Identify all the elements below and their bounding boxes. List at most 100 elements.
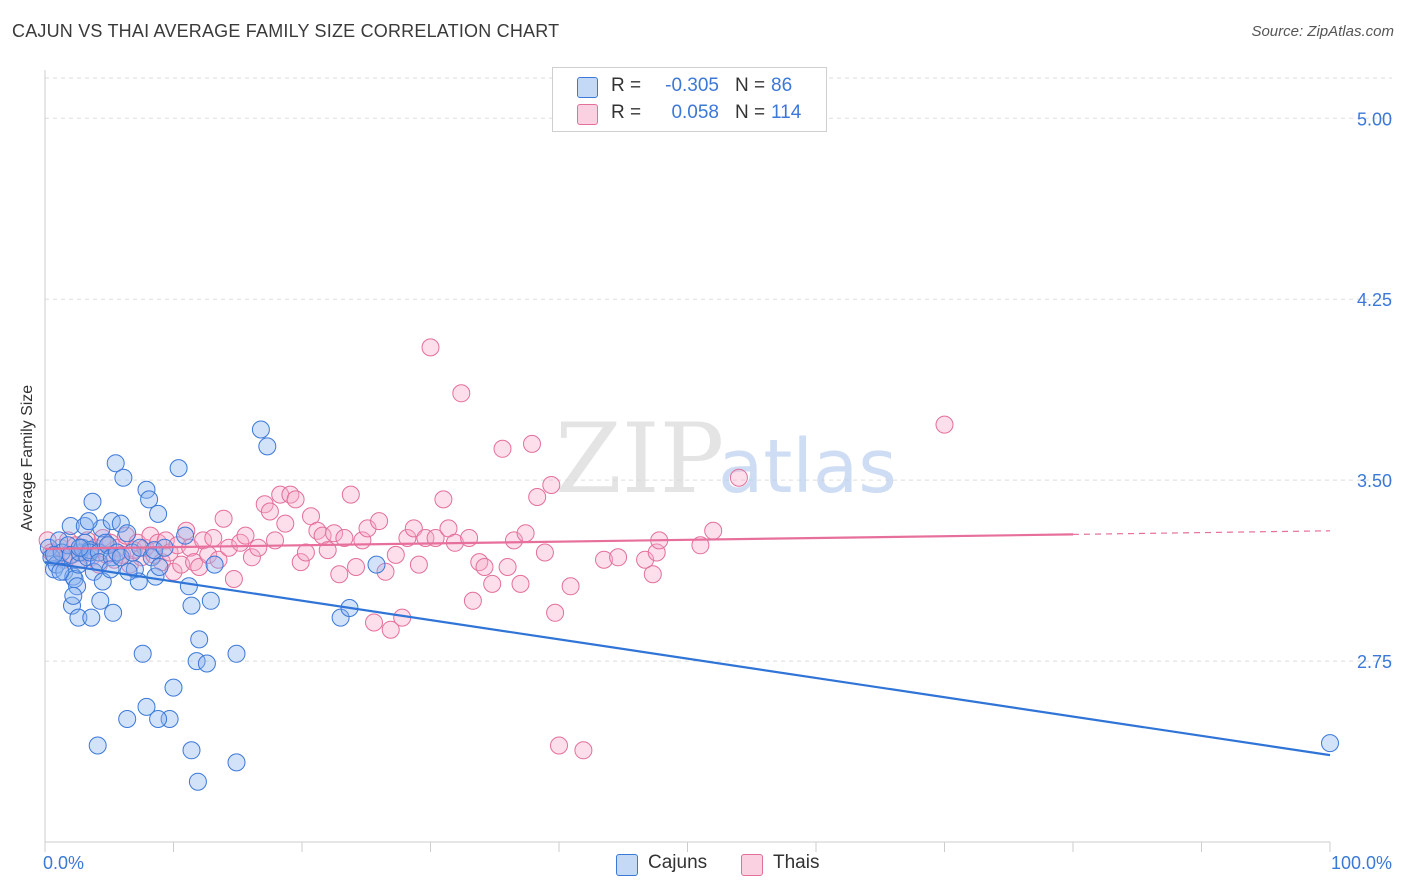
thai-point <box>691 536 710 555</box>
cajun-point <box>227 753 246 772</box>
stats-swatch-cajuns <box>577 77 598 98</box>
thai-point <box>185 553 204 572</box>
cajun-point <box>83 492 102 511</box>
tick-labels: 2.75 3.50 4.25 5.00 0.0% 100.0% <box>43 109 1392 873</box>
cajun-point <box>51 562 70 581</box>
cajun-point <box>182 741 201 760</box>
thai-point <box>204 529 223 547</box>
cajun-point <box>197 654 216 673</box>
cajun-point <box>179 577 198 596</box>
thai-point <box>470 553 489 572</box>
cajun-point <box>88 736 107 755</box>
thai-point <box>404 519 423 538</box>
y-tick-label: 2.75 <box>1357 652 1392 672</box>
cajun-point <box>133 644 152 663</box>
thai-point <box>498 558 517 576</box>
y-tick-label: 3.50 <box>1357 471 1392 491</box>
trend-line-cajuns <box>44 561 1331 757</box>
thai-point <box>595 550 613 569</box>
thai-point <box>475 558 494 576</box>
thai-point <box>281 485 300 504</box>
y-tick-label: 4.25 <box>1357 290 1392 310</box>
watermark: ZIP atlas <box>555 403 897 515</box>
thai-point <box>296 543 315 562</box>
chart-title: CAJUN VS THAI AVERAGE FAMILY SIZE CORREL… <box>12 21 560 41</box>
thai-point <box>341 485 360 504</box>
n-value: 86 <box>771 75 793 96</box>
cajun-point <box>188 772 207 791</box>
cajun-point <box>176 526 195 545</box>
cajun-point <box>118 710 137 728</box>
stats-swatch-thais <box>577 104 598 125</box>
thai-point <box>335 529 354 547</box>
thai-point <box>636 550 655 569</box>
legend-label-thais: Thais <box>773 852 820 873</box>
thai-point <box>164 562 183 581</box>
cajun-point <box>149 504 168 523</box>
n-label: N = <box>735 75 766 96</box>
cajun-point <box>251 420 270 439</box>
trend-line-thais <box>44 533 1074 550</box>
thai-point <box>347 558 365 576</box>
thai-point <box>370 512 389 531</box>
cajun-point <box>1321 734 1339 753</box>
thai-point <box>156 531 175 550</box>
watermark-atlas: atlas <box>718 424 897 510</box>
x-tick-label-max: 100.0% <box>1331 853 1392 873</box>
source-credit: Source: ZipAtlas.com <box>1251 23 1394 40</box>
thai-point <box>249 538 268 557</box>
thai-point <box>935 415 954 434</box>
thai-point <box>242 548 261 567</box>
cajun-point <box>104 603 123 622</box>
thai-point <box>286 490 305 509</box>
n-label: N = <box>735 102 766 123</box>
thai-point <box>609 548 628 567</box>
cajun-point <box>150 558 169 576</box>
thai-point <box>291 553 310 572</box>
thai-point <box>463 591 482 610</box>
thai-point <box>330 565 349 584</box>
thai-point <box>550 736 568 755</box>
thai-point <box>704 521 723 540</box>
r-value: 0.058 <box>671 102 719 123</box>
legend-label-cajuns: Cajuns <box>648 852 708 873</box>
cajun-point <box>61 517 80 535</box>
thai-point <box>386 545 405 564</box>
thai-point <box>190 558 209 576</box>
thai-point <box>523 434 541 453</box>
cajun-point <box>258 437 277 456</box>
axes <box>44 70 1331 852</box>
cajun-point <box>91 591 110 610</box>
cajun-point <box>190 630 209 649</box>
thai-point <box>421 338 440 357</box>
cajun-point <box>182 596 201 615</box>
cajun-point <box>367 555 386 574</box>
cajun-point <box>106 454 125 473</box>
thai-point <box>493 439 512 458</box>
cajun-point <box>82 608 101 627</box>
thai-point <box>224 570 243 588</box>
cajun-point <box>118 524 137 543</box>
thai-point <box>511 574 530 593</box>
thai-point <box>416 529 435 547</box>
thai-point <box>505 531 523 550</box>
thai-point <box>528 488 547 506</box>
trend-lines <box>44 530 1331 757</box>
gridlines <box>45 77 1392 662</box>
n-value: 114 <box>771 102 802 123</box>
thai-point <box>381 620 400 639</box>
r-label: R = <box>611 75 642 96</box>
cajun-point <box>69 608 88 627</box>
cajun-point <box>137 697 156 716</box>
cajun-point <box>227 644 246 663</box>
correlation-stats-box: R = -0.305 N = 86 R = 0.058 N = 114 <box>552 67 827 132</box>
thai-point <box>219 538 238 557</box>
cajun-point <box>201 591 220 610</box>
thai-point <box>276 514 295 533</box>
r-value: -0.305 <box>665 75 719 96</box>
y-tick-label: 5.00 <box>1357 109 1392 129</box>
cajun-point <box>142 548 161 567</box>
cajun-point <box>164 678 183 697</box>
cajun-point <box>169 459 188 478</box>
